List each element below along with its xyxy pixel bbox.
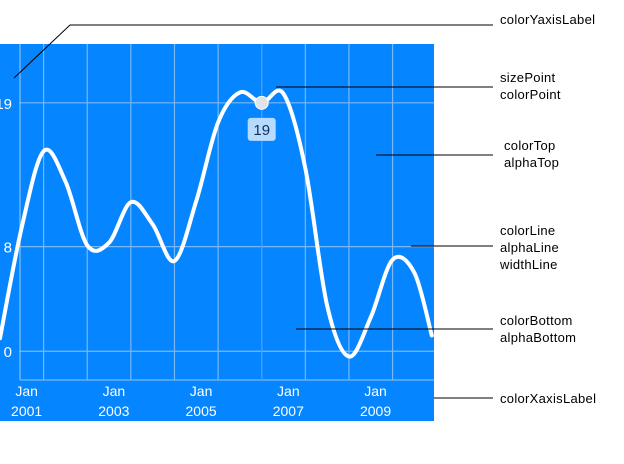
x-tick-label-month: Jan xyxy=(15,383,38,399)
x-tick-label-month: Jan xyxy=(364,383,387,399)
callout-text-alpha-bottom: alphaBottom xyxy=(500,330,577,345)
x-tick-label-year: 2001 xyxy=(11,403,42,419)
highlight-point xyxy=(254,95,269,110)
callout-x-axis-label: colorXaxisLabel xyxy=(500,390,596,407)
x-tick-label-year: 2009 xyxy=(360,403,391,419)
y-tick-label: 8 xyxy=(4,240,12,257)
callout-text-color-yaxis-label: colorYaxisLabel xyxy=(500,12,596,27)
x-tick-label-month: Jan xyxy=(190,383,213,399)
callout-y-axis-label: colorYaxisLabel xyxy=(500,11,595,28)
x-tick-label-year: 2005 xyxy=(186,403,217,419)
callout-text-alpha-top: alphaTop xyxy=(504,155,560,170)
callout-text-color-xaxis-label: colorXaxisLabel xyxy=(500,391,597,406)
callout-text-width-line: widthLine xyxy=(500,257,558,272)
series-line xyxy=(0,88,434,359)
callout-point: sizePoint colorPoint xyxy=(500,69,561,103)
tooltip-value: 19 xyxy=(253,122,270,139)
callout-top: colorTop alphaTop xyxy=(504,137,559,171)
x-tick-label-year: 2007 xyxy=(273,403,304,419)
x-tick-label-month: Jan xyxy=(277,383,300,399)
callout-text-size-point: sizePoint xyxy=(500,70,556,85)
y-tick-label: 19 xyxy=(0,96,12,113)
x-tick-label-month: Jan xyxy=(103,383,126,399)
callout-bottom: colorBottom alphaBottom xyxy=(500,312,576,346)
plot-background xyxy=(0,44,434,421)
connector-y-axis-label xyxy=(13,24,493,79)
x-tick-label-year: 2003 xyxy=(98,403,129,419)
callout-text-color-point: colorPoint xyxy=(500,87,561,102)
tooltip-background xyxy=(247,117,276,141)
callout-text-color-line: colorLine xyxy=(500,223,556,238)
callout-text-color-bottom: colorBottom xyxy=(500,313,573,328)
callout-text-color-top: colorTop xyxy=(504,138,556,153)
y-tick-label: 0 xyxy=(4,344,12,361)
callout-line: colorLine alphaLine widthLine xyxy=(500,222,559,273)
callout-text-alpha-line: alphaLine xyxy=(500,240,560,255)
